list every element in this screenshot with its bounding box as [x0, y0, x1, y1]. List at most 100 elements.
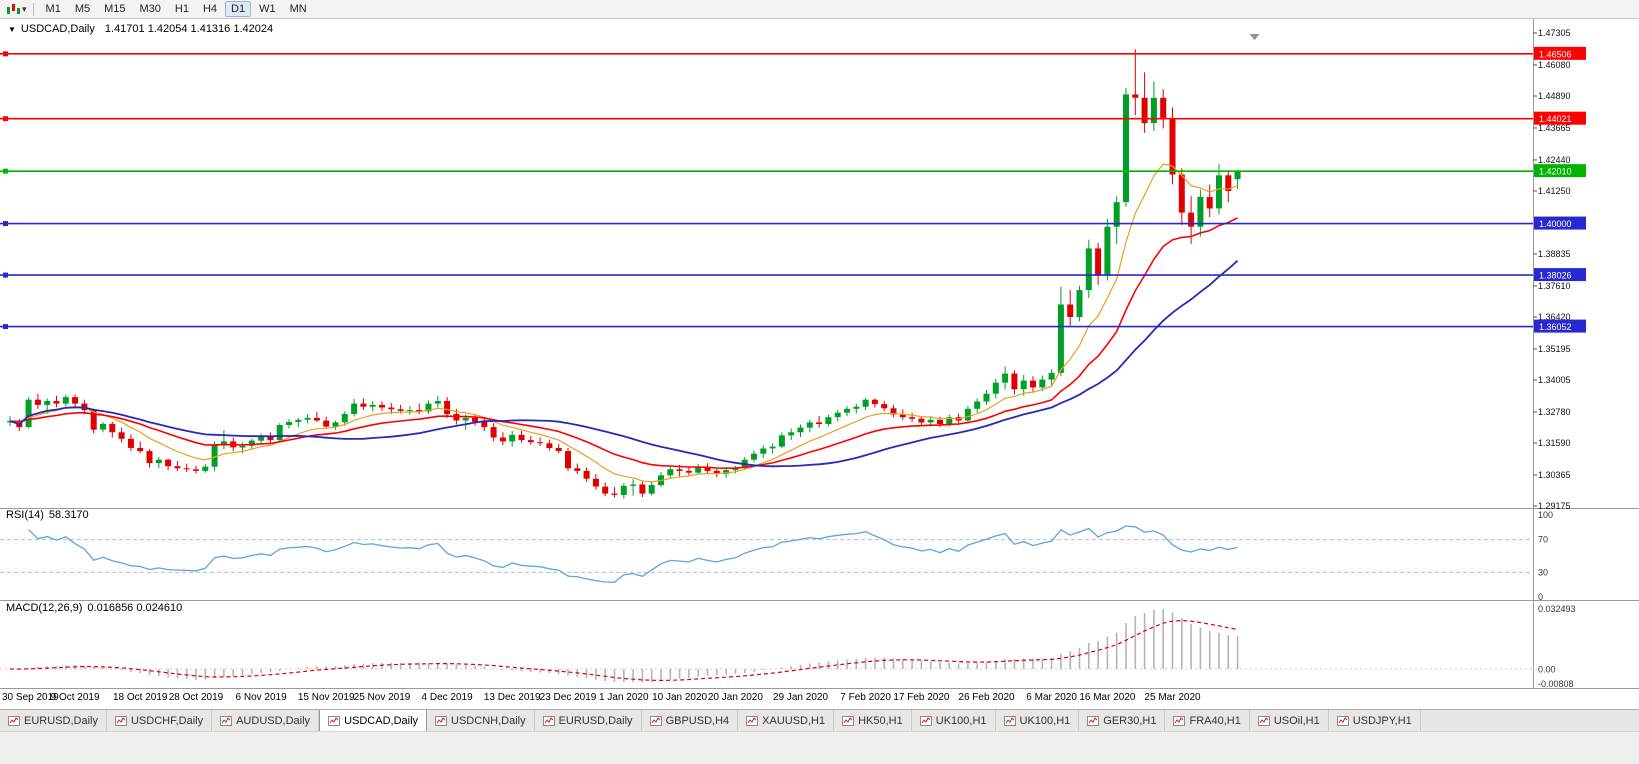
chart-tab-label: GER30,H1: [1103, 714, 1157, 727]
dropdown-caret-icon[interactable]: ▾: [22, 3, 27, 14]
candle-body: [937, 419, 943, 424]
mini-chart-icon: [435, 715, 448, 726]
mini-chart-icon: [649, 715, 662, 726]
line-handle[interactable]: [3, 168, 8, 174]
price-chart-canvas[interactable]: 1.47305 1.46080 1.44890 1.43665 1.42440 1.412…: [0, 19, 1639, 709]
timeframe-button-m1[interactable]: M1: [40, 1, 67, 17]
chart-tab-usdchf-daily[interactable]: USDCHF,Daily: [106, 710, 213, 731]
candle-body: [53, 401, 60, 404]
candle-body: [1030, 380, 1036, 388]
timeframe-button-mn[interactable]: MN: [284, 1, 313, 17]
chart-tab-label: UK100,H1: [935, 714, 987, 727]
date-label: 10 Jan 2020: [652, 692, 707, 703]
candles: [7, 49, 1241, 499]
candle-body: [25, 399, 32, 428]
price-label-box: [1534, 46, 1586, 60]
chart-tab-xauusd-h1[interactable]: XAUUSD,H1: [738, 710, 835, 731]
chart-tab-audusd-daily[interactable]: AUDUSD,Daily: [212, 710, 320, 731]
candle-body: [286, 421, 292, 425]
candle-body: [1150, 97, 1157, 124]
candle-body: [193, 469, 199, 471]
date-label: 4 Dec 2019: [422, 692, 474, 703]
timeframe-button-m5[interactable]: M5: [69, 1, 96, 17]
price-label-text: 1.38026: [1539, 271, 1572, 281]
line-handle[interactable]: [3, 272, 8, 278]
candle-body: [751, 453, 757, 460]
candle-body: [34, 399, 41, 405]
chart-tab-usoil-h1[interactable]: USOil,H1: [1249, 710, 1329, 731]
chart-tab-eurusd-daily[interactable]: EURUSD,Daily: [0, 710, 107, 731]
candle-body: [1206, 197, 1213, 209]
candle-body: [72, 397, 79, 404]
macd-panel: 0.032493 0.00 -0.00808: [0, 604, 1576, 689]
candle-body: [332, 422, 339, 427]
chart-tab-uk100-h1[interactable]: UK100,H1: [911, 710, 996, 731]
date-label: 25 Nov 2019: [354, 692, 411, 703]
price-tick-label: 1.35195: [1538, 344, 1571, 354]
chart-tab-usdjpy-h1[interactable]: USDJPY,H1: [1328, 710, 1421, 731]
chart-tab-eurusd-daily[interactable]: EURUSD,Daily: [534, 710, 642, 731]
date-label: 15 Nov 2019: [298, 692, 355, 703]
price-scale[interactable]: 1.47305 1.46080 1.44890 1.43665 1.42440 1.412…: [1533, 28, 1571, 511]
candle-body: [555, 448, 562, 452]
chart-shift-marker[interactable]: [1249, 34, 1260, 40]
rsi-line: [28, 525, 1238, 583]
price-tick-label: 1.47305: [1538, 28, 1571, 38]
candle-body: [685, 470, 692, 473]
line-handle[interactable]: [3, 51, 8, 57]
candle-body: [155, 459, 162, 464]
mini-chart-icon: [746, 715, 759, 726]
chart-tab-usdcnh-daily[interactable]: USDCNH,Daily: [427, 710, 535, 731]
price-label-text: 1.44021: [1539, 114, 1572, 124]
price-tick-label: 1.32780: [1538, 407, 1571, 417]
rsi-level-label: 100: [1538, 510, 1553, 520]
candle-body: [1132, 94, 1139, 98]
candle-body: [620, 485, 627, 495]
chart-type-icon[interactable]: [5, 3, 21, 16]
mini-chart-icon: [1003, 715, 1016, 726]
candle-body: [1039, 379, 1046, 388]
timeframe-button-h1[interactable]: H1: [169, 1, 195, 17]
line-handle[interactable]: [3, 221, 8, 227]
timeframe-button-m30[interactable]: M30: [134, 1, 167, 17]
mini-chart-icon: [1087, 715, 1100, 726]
mini-chart-icon: [1336, 715, 1349, 726]
candle-body: [444, 401, 451, 414]
chart-tab-label: EURUSD,Daily: [24, 714, 98, 727]
candle-body: [946, 417, 953, 424]
candle-body: [183, 468, 190, 470]
candle-body: [667, 469, 674, 476]
timeframe-button-d1[interactable]: D1: [225, 1, 252, 17]
candle-body: [239, 445, 246, 448]
price-label-text: 1.36052: [1539, 322, 1572, 332]
candle-body: [844, 408, 850, 413]
toolbar-separator: [32, 2, 34, 16]
chart-tab-gbpusd-h4[interactable]: GBPUSD,H4: [641, 710, 739, 731]
timeframe-button-m15[interactable]: M15: [98, 1, 131, 17]
date-label: 16 Mar 2020: [1079, 692, 1136, 703]
chart-tab-hk50-h1[interactable]: HK50,H1: [834, 710, 912, 731]
chart-tab-fra40-h1[interactable]: FRA40,H1: [1165, 710, 1250, 731]
candle-body: [760, 448, 767, 454]
candle-body: [1141, 97, 1148, 124]
line-handle[interactable]: [3, 324, 8, 330]
timeframe-button-h4[interactable]: H4: [197, 1, 223, 17]
price-tick-label: 1.43665: [1538, 123, 1571, 133]
chart-tab-usdcad-daily[interactable]: USDCAD,Daily: [319, 710, 428, 731]
timeframe-button-w1[interactable]: W1: [253, 1, 282, 17]
chart-tab-uk100-h1[interactable]: UK100,H1: [995, 710, 1080, 731]
candle-body: [899, 414, 906, 418]
date-label: 29 Jan 2020: [773, 692, 828, 703]
candle-body: [267, 437, 274, 441]
candle-body: [546, 443, 553, 448]
candle-body: [90, 410, 97, 430]
candle-body: [1178, 174, 1185, 213]
line-handle[interactable]: [3, 116, 8, 122]
date-label: 13 Dec 2019: [484, 692, 541, 703]
ma-fast-line: [9, 163, 1238, 483]
chart-tab-ger30-h1[interactable]: GER30,H1: [1079, 710, 1166, 731]
candle-body: [369, 404, 376, 407]
candle-body: [472, 417, 478, 422]
chart-window[interactable]: 1.47305 1.46080 1.44890 1.43665 1.42440 1.412…: [0, 19, 1639, 709]
